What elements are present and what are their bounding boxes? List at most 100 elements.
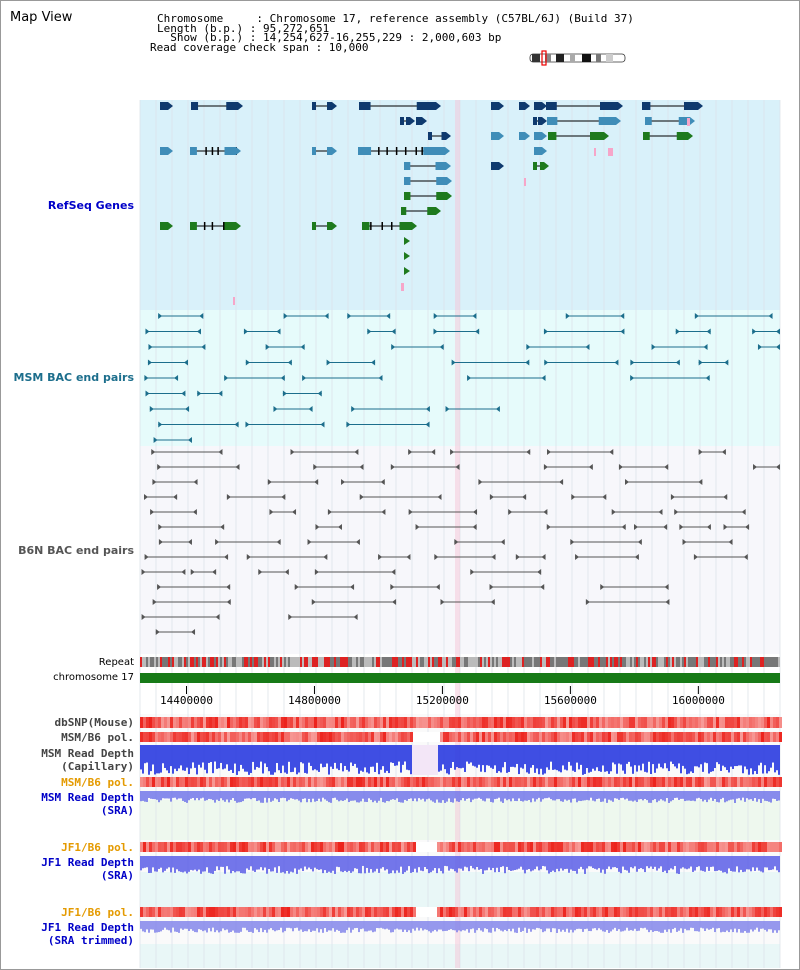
depth-bar [180, 921, 182, 929]
depth-bar [162, 745, 164, 764]
depth-bar [238, 921, 240, 933]
depth-bar [458, 791, 460, 802]
heat-cell [536, 842, 539, 852]
depth-bar [168, 745, 170, 774]
heat-cell [698, 907, 701, 917]
depth-bar [640, 791, 642, 800]
b6n-bac-track[interactable] [141, 449, 780, 635]
depth-bar [350, 745, 352, 763]
repeat-segment [510, 657, 512, 667]
heat-cell [224, 717, 227, 728]
repeat-segment [674, 657, 676, 667]
repeat-segment [384, 657, 386, 667]
heat-cell [488, 717, 491, 728]
heat-cell [569, 907, 572, 917]
jf1-read-depth-sra-label[interactable]: JF1 Read Depth [41, 856, 134, 869]
pseudogene [594, 148, 596, 156]
depth-bar [258, 791, 260, 801]
depth-bar [524, 791, 526, 801]
bac-end [537, 569, 542, 575]
bac-end [757, 344, 762, 350]
bac-end [280, 375, 285, 381]
heat-cell [695, 717, 698, 728]
msm-read-depth-sra-label[interactable]: MSM Read Depth [41, 791, 134, 804]
depth-bar [648, 791, 650, 803]
heat-cell [743, 732, 746, 742]
bac-end [547, 449, 551, 455]
refseq-label[interactable]: RefSeq Genes [47, 199, 134, 212]
depth-bar [444, 791, 446, 803]
refseq-genes-track[interactable] [160, 102, 703, 305]
heat-cell [653, 732, 656, 742]
bac-end [630, 359, 635, 366]
depth-bar [164, 791, 166, 799]
repeat-segment [258, 657, 260, 667]
heat-cell [509, 732, 512, 742]
msm-bac-track[interactable] [144, 313, 780, 443]
depth-bar [734, 791, 736, 803]
depth-bar [660, 745, 662, 768]
heat-cell [341, 842, 344, 852]
repeat-segment [760, 657, 762, 667]
heat-cell [383, 907, 386, 917]
heat-cell [623, 842, 626, 852]
depth-bar [508, 791, 510, 800]
msm-b6-pol-label-2[interactable]: MSM/B6 pol. [61, 776, 134, 789]
depth-bar [520, 791, 522, 801]
bac-end [544, 359, 549, 366]
heat-cell [410, 732, 413, 742]
heat-cell [515, 777, 518, 787]
bac-end [218, 449, 223, 455]
depth-bar [450, 791, 452, 803]
msm-b6-pol-label-1[interactable]: MSM/B6 pol. [61, 731, 134, 744]
depth-bar [474, 856, 476, 870]
heat-cell [356, 717, 359, 728]
depth-bar [150, 856, 152, 873]
jf1-b6-pol-label-2[interactable]: JF1/B6 pol. [61, 906, 134, 919]
position-axis [186, 686, 699, 694]
heat-cell [419, 907, 422, 917]
heat-cell [308, 842, 311, 852]
depth-bar [778, 921, 780, 931]
heat-cell [755, 842, 758, 852]
heat-cell [434, 717, 437, 728]
bac-end [500, 539, 505, 545]
heat-cell [599, 777, 602, 787]
jf1-read-depth-trimmed-label[interactable]: JF1 Read Depth [41, 921, 134, 934]
heat-cell [146, 732, 149, 742]
heat-cell [392, 842, 395, 852]
heat-cell [755, 717, 758, 728]
depth-bar [318, 791, 320, 799]
heat-cell [221, 717, 224, 728]
heat-cell [569, 732, 572, 742]
heat-cell [461, 717, 464, 728]
gene-block [645, 117, 652, 125]
heat-cell [704, 732, 707, 742]
bac-end [571, 494, 576, 500]
msm-bac-label[interactable]: MSM BAC end pairs [13, 371, 134, 384]
depth-bar [696, 856, 698, 868]
repeat-segment [618, 657, 620, 667]
heat-cell [557, 717, 560, 728]
heat-cell [428, 732, 431, 742]
depth-bar [722, 921, 724, 932]
heat-cell [620, 732, 623, 742]
heat-cell [497, 842, 500, 852]
heat-cell [245, 907, 248, 917]
heat-cell [311, 777, 314, 787]
heat-cell [398, 717, 401, 728]
heat-cell [620, 717, 623, 728]
b6n-bac-label[interactable]: B6N BAC end pairs [18, 544, 134, 557]
repeat-segment [462, 657, 464, 667]
msm-read-depth-capillary-label[interactable]: MSM Read Depth [41, 747, 134, 760]
dbsnp-label[interactable]: dbSNP(Mouse) [54, 716, 134, 729]
heat-cell [548, 907, 551, 917]
depth-bar [626, 921, 628, 928]
heat-cell [419, 732, 422, 742]
jf1-b6-pol-label-1[interactable]: JF1/B6 pol. [61, 841, 134, 854]
depth-bar [256, 745, 258, 767]
depth-bar [408, 745, 410, 771]
heat-cell [194, 732, 197, 742]
chromosome-ideogram[interactable] [529, 50, 626, 66]
depth-bar [316, 791, 318, 801]
